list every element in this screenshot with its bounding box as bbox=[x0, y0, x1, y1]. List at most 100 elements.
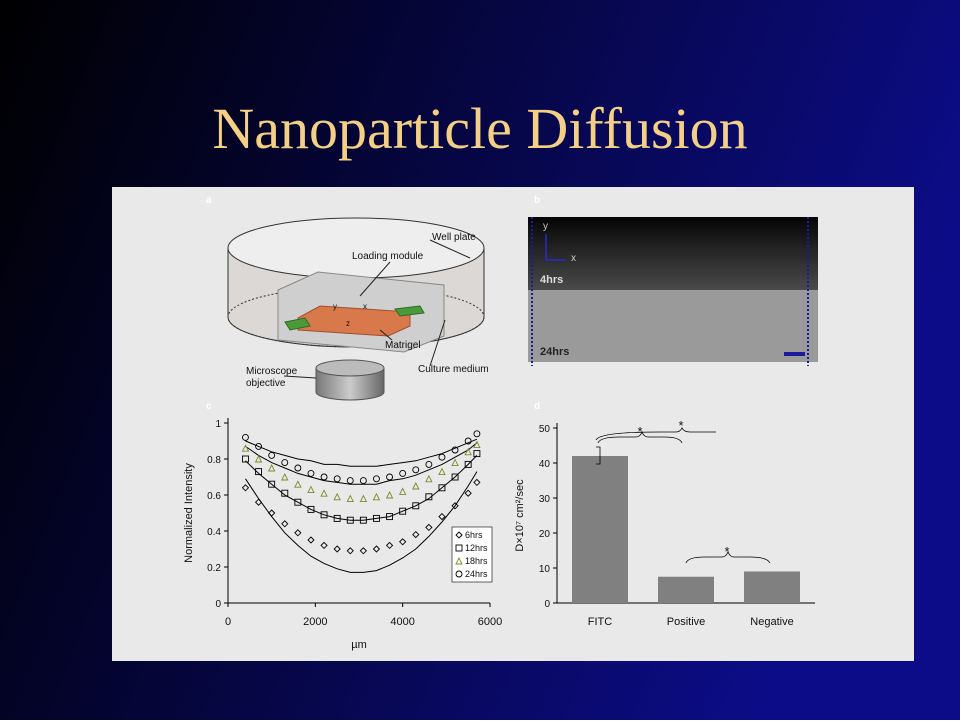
point bbox=[373, 514, 380, 522]
point bbox=[281, 520, 289, 528]
point bbox=[455, 570, 463, 578]
x-tick-label: 4000 bbox=[390, 616, 414, 628]
point bbox=[464, 460, 472, 468]
axis-arrows bbox=[545, 234, 566, 261]
y-tick-label: 0.4 bbox=[207, 527, 221, 538]
point bbox=[455, 531, 463, 539]
matrigel-block bbox=[297, 305, 411, 337]
point bbox=[307, 485, 315, 494]
point bbox=[455, 556, 463, 565]
significance: * bbox=[678, 418, 683, 433]
point bbox=[464, 447, 472, 456]
point bbox=[412, 502, 420, 510]
y-tick-label: 0.6 bbox=[207, 491, 221, 502]
point bbox=[307, 505, 315, 513]
well-top bbox=[227, 217, 485, 279]
inlet bbox=[284, 305, 425, 331]
point bbox=[473, 450, 481, 458]
fit-line bbox=[245, 438, 478, 467]
point bbox=[255, 442, 263, 450]
point bbox=[438, 467, 446, 476]
point bbox=[241, 484, 250, 492]
panel-letter: a bbox=[206, 195, 212, 206]
axis-label: y bbox=[543, 221, 548, 232]
y-tick-label: 50 bbox=[539, 424, 551, 435]
y-tick-label: 0 bbox=[215, 599, 221, 610]
point bbox=[425, 523, 433, 532]
point bbox=[268, 480, 276, 488]
panel-b: b y x 4hrs 24hrs bbox=[528, 195, 818, 366]
point bbox=[473, 478, 481, 487]
y-tick-label: 40 bbox=[539, 459, 551, 470]
y-tick-label: 0.8 bbox=[207, 455, 221, 466]
point bbox=[451, 502, 459, 510]
fit-line bbox=[245, 455, 478, 521]
point bbox=[307, 469, 315, 477]
y-tick-label: 0.2 bbox=[207, 563, 221, 574]
y-tick-label: 1 bbox=[215, 419, 221, 430]
fit-line bbox=[245, 471, 478, 573]
point bbox=[473, 430, 481, 438]
point bbox=[399, 538, 407, 546]
legend-label: 12hrs bbox=[465, 543, 488, 553]
axis-label: y bbox=[333, 302, 337, 311]
point bbox=[307, 536, 315, 544]
point bbox=[451, 446, 459, 454]
bracket bbox=[595, 427, 771, 564]
point bbox=[294, 464, 302, 472]
point bbox=[333, 514, 341, 522]
objective bbox=[315, 368, 385, 401]
panel-letter: b bbox=[534, 195, 540, 206]
y-axis-label: D×10⁷ cm²/sec bbox=[514, 479, 526, 552]
point bbox=[346, 516, 354, 524]
point bbox=[359, 547, 368, 555]
point bbox=[333, 545, 341, 553]
label: Loading module bbox=[352, 251, 424, 262]
point bbox=[320, 541, 328, 550]
point bbox=[294, 498, 302, 506]
point bbox=[451, 458, 459, 467]
point bbox=[473, 440, 481, 449]
point bbox=[294, 480, 302, 488]
point bbox=[267, 463, 276, 472]
point bbox=[241, 444, 250, 452]
point bbox=[412, 466, 420, 474]
significance: * bbox=[637, 424, 642, 439]
label: objective bbox=[246, 378, 286, 389]
point bbox=[281, 472, 289, 481]
point bbox=[281, 489, 289, 497]
axis-label: z bbox=[346, 319, 350, 328]
y-tick-label: 20 bbox=[539, 529, 551, 540]
axis-label: x bbox=[363, 302, 367, 311]
point bbox=[372, 492, 381, 501]
point bbox=[242, 455, 249, 463]
time-label: 24hrs bbox=[540, 346, 569, 358]
panel-a: a bbox=[206, 195, 485, 401]
point bbox=[385, 541, 394, 550]
time-label: 4hrs bbox=[540, 274, 563, 286]
point bbox=[385, 490, 394, 499]
x-tick-label: 2000 bbox=[303, 616, 327, 628]
point bbox=[412, 481, 420, 490]
point bbox=[268, 451, 276, 459]
point bbox=[372, 545, 381, 553]
legend-label: 24hrs bbox=[465, 569, 488, 579]
x-tick-label: 6000 bbox=[478, 616, 502, 628]
point bbox=[346, 547, 354, 555]
point bbox=[254, 498, 263, 506]
x-tick-label: Negative bbox=[750, 616, 793, 628]
point bbox=[242, 433, 249, 441]
point bbox=[294, 529, 302, 537]
x-axis-label: µm bbox=[351, 639, 367, 651]
point bbox=[346, 494, 354, 503]
point bbox=[464, 489, 472, 497]
panel-letter: c bbox=[206, 401, 212, 412]
y-tick-label: 30 bbox=[539, 494, 551, 505]
point bbox=[373, 475, 380, 483]
legend-label: 18hrs bbox=[465, 556, 488, 566]
bar bbox=[744, 571, 800, 603]
image-4hrs bbox=[528, 217, 818, 290]
fit-line bbox=[245, 442, 478, 485]
point bbox=[425, 460, 433, 468]
